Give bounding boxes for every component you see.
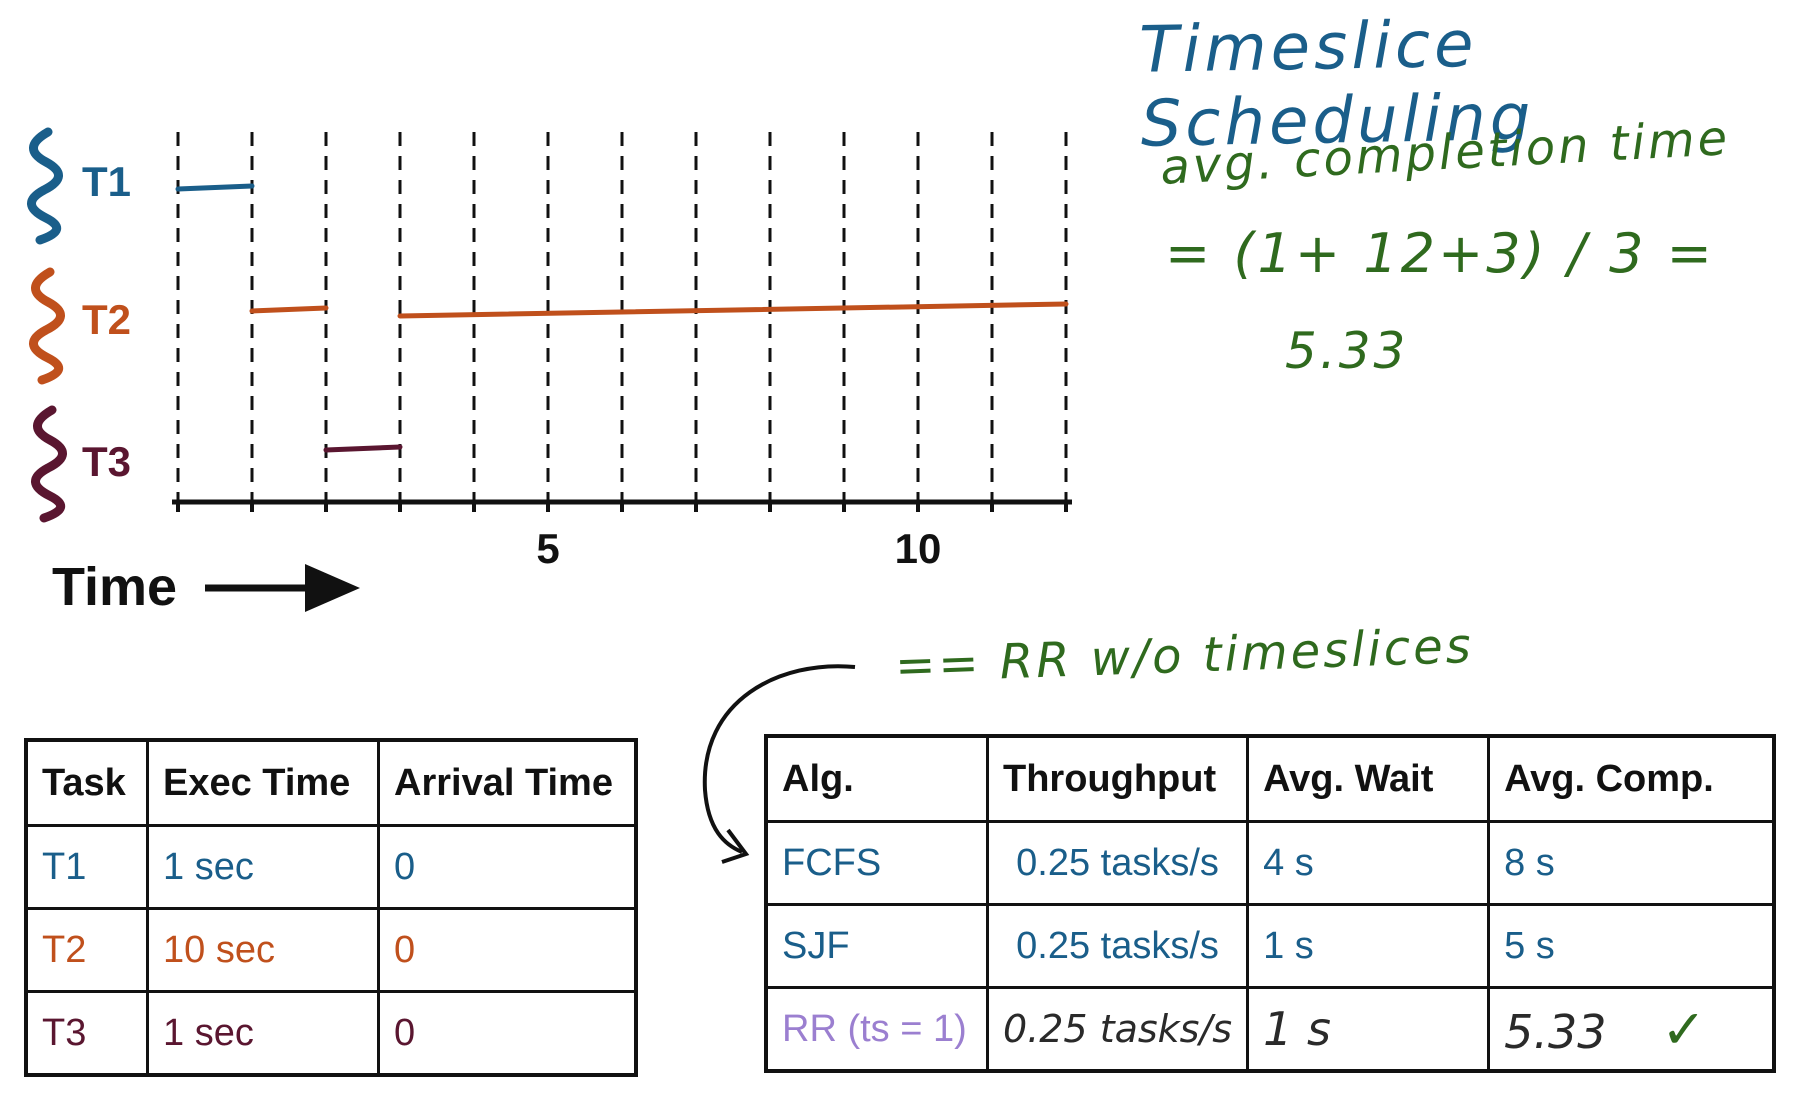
t2-label: T2 bbox=[82, 296, 132, 343]
header-alg: Alg. bbox=[764, 734, 989, 823]
task-cell: T1 bbox=[24, 824, 149, 910]
t3-run-segment-0 bbox=[323, 444, 403, 453]
t2-run-segment-1 bbox=[397, 301, 1069, 319]
time-axis-label: Time bbox=[52, 557, 178, 617]
timeline-gridlines bbox=[176, 132, 1068, 502]
rr-comp-value: 5.33 bbox=[1504, 1004, 1607, 1059]
throughput-cell: 0.25 tasks/s bbox=[985, 986, 1250, 1073]
header-avg-wait: Avg. Wait bbox=[1246, 734, 1491, 823]
table-row: SJF 0.25 tasks/s 1 s 5 s bbox=[764, 903, 1776, 989]
header-task: Task bbox=[24, 738, 149, 827]
exec-cell: 10 sec bbox=[146, 907, 380, 993]
t3-label: T3 bbox=[82, 438, 132, 485]
table-row: T2 10 sec 0 bbox=[24, 907, 638, 993]
t2-thread-icon bbox=[29, 267, 65, 385]
wait-cell: 4 s bbox=[1246, 820, 1491, 906]
algorithm-table: Alg. Throughput Avg. Wait Avg. Comp. FCF… bbox=[764, 734, 1776, 1073]
timeline-segments bbox=[175, 183, 1069, 453]
comp-cell: 5.33 ✓ bbox=[1487, 986, 1776, 1073]
t1-thread-icon bbox=[27, 127, 63, 245]
tick-label-10: 10 bbox=[894, 525, 942, 572]
task-cell: T3 bbox=[24, 990, 149, 1077]
algorithm-table-header: Alg. Throughput Avg. Wait Avg. Comp. bbox=[764, 734, 1776, 823]
t1-label: T1 bbox=[82, 158, 132, 205]
header-throughput: Throughput bbox=[985, 734, 1250, 823]
header-arrival-time: Arrival Time bbox=[377, 738, 638, 827]
comp-cell: 5 s bbox=[1487, 903, 1776, 989]
throughput-cell: 0.25 tasks/s bbox=[985, 820, 1250, 906]
alg-cell: SJF bbox=[764, 903, 989, 989]
time-axis-ticks bbox=[176, 502, 1068, 512]
curved-arrow bbox=[702, 664, 856, 854]
t1-run-segment-0 bbox=[175, 183, 255, 192]
task-table: Task Exec Time Arrival Time T1 1 sec 0 T… bbox=[24, 738, 638, 1077]
time-arrow-head bbox=[305, 564, 360, 612]
arrival-cell: 0 bbox=[377, 990, 638, 1077]
arrival-cell: 0 bbox=[377, 907, 638, 993]
throughput-cell: 0.25 tasks/s bbox=[985, 903, 1250, 989]
table-row: T1 1 sec 0 bbox=[24, 824, 638, 910]
wait-cell: 1 s bbox=[1246, 986, 1491, 1073]
table-row: RR (ts = 1) 0.25 tasks/s 1 s 5.33 ✓ bbox=[764, 986, 1776, 1073]
header-exec-time: Exec Time bbox=[146, 738, 380, 827]
table-row: T3 1 sec 0 bbox=[24, 990, 638, 1077]
alg-cell: RR (ts = 1) bbox=[764, 986, 989, 1073]
curved-arrow-head bbox=[721, 828, 750, 864]
avg-completion-result: 5.33 bbox=[1285, 322, 1409, 380]
t2-run-segment-0 bbox=[249, 305, 329, 314]
comp-cell: 8 s bbox=[1487, 820, 1776, 906]
t3-thread-icon bbox=[31, 405, 67, 523]
arrival-cell: 0 bbox=[377, 824, 638, 910]
header-avg-comp: Avg. Comp. bbox=[1487, 734, 1776, 823]
check-icon: ✓ bbox=[1661, 997, 1707, 1061]
task-table-header: Task Exec Time Arrival Time bbox=[24, 738, 638, 827]
avg-completion-formula: = (1+ 12+3) / 3 = bbox=[1165, 222, 1715, 285]
alg-cell: FCFS bbox=[764, 820, 989, 906]
task-cell: T2 bbox=[24, 907, 149, 993]
wait-cell: 1 s bbox=[1246, 903, 1491, 989]
exec-cell: 1 sec bbox=[146, 990, 380, 1077]
exec-cell: 1 sec bbox=[146, 824, 380, 910]
table-row: FCFS 0.25 tasks/s 4 s 8 s bbox=[764, 820, 1776, 906]
tick-label-5: 5 bbox=[536, 525, 560, 572]
